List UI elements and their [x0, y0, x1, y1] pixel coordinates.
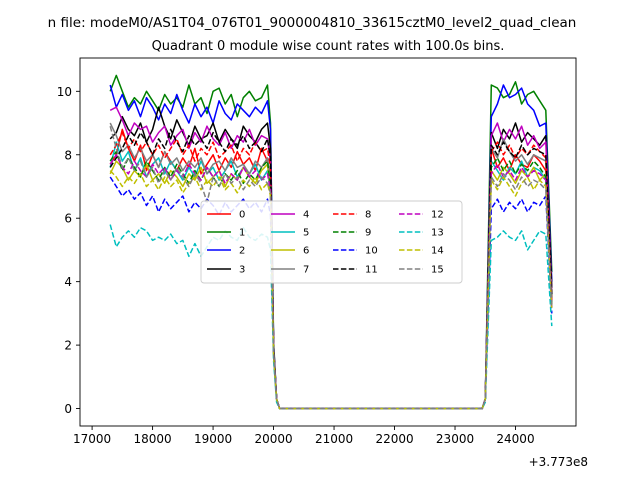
series-line-1	[109, 74, 553, 410]
x-axis-ticks: 17000 18000 19000 20000 21000 22000 23000 24000	[73, 426, 535, 446]
legend-label-3: 3	[239, 265, 245, 276]
x-tick-label: 18000	[133, 432, 171, 446]
legend-label-12: 12	[431, 210, 444, 221]
x-tick-label: 20000	[254, 432, 292, 446]
figure-suptitle: n file: modeM0/AS1T04_076T01_9000004810_…	[48, 15, 577, 31]
legend-frame	[200, 200, 463, 284]
x-tick-label: 21000	[315, 432, 353, 446]
legend-label-5: 5	[303, 228, 309, 239]
legend-label-2: 2	[239, 246, 245, 257]
legend-label-14: 14	[431, 246, 444, 257]
series-line-10	[109, 176, 553, 410]
series-line-4	[109, 106, 553, 410]
y-tick-label: 2	[64, 339, 72, 353]
y-tick-label: 4	[64, 275, 72, 289]
series-line-3	[109, 106, 553, 410]
x-tick-label: 22000	[375, 432, 413, 446]
legend-label-10: 10	[365, 246, 378, 257]
legend-label-15: 15	[431, 265, 444, 276]
legend-label-1: 1	[239, 228, 245, 239]
y-tick-label: 10	[57, 85, 72, 99]
series-line-15	[109, 126, 553, 410]
y-tick-label: 8	[64, 148, 72, 162]
series-line-12	[109, 154, 553, 410]
legend-label-13: 13	[431, 228, 444, 239]
y-tick-label: 6	[64, 212, 72, 226]
legend-label-4: 4	[303, 210, 309, 221]
chart-title: Quadrant 0 module wise count rates with …	[152, 39, 505, 54]
legend-label-11: 11	[365, 265, 378, 276]
y-axis-ticks: 0 2 4 6 8 10	[57, 85, 80, 416]
x-tick-label: 17000	[73, 432, 111, 446]
x-tick-label: 19000	[194, 432, 232, 446]
x-tick-label: 24000	[496, 432, 534, 446]
x-axis-offset-text: +3.773e8	[529, 455, 588, 469]
y-tick-label: 0	[64, 402, 72, 416]
legend-label-6: 6	[303, 246, 309, 257]
series-line-11	[109, 128, 553, 410]
legend-label-0: 0	[239, 210, 245, 221]
legend-label-8: 8	[365, 210, 371, 221]
series-line-2	[109, 84, 553, 410]
axes-frame	[79, 57, 577, 427]
legend-label-9: 9	[365, 228, 371, 239]
series-line-14	[109, 170, 553, 410]
legend-label-7: 7	[303, 265, 309, 276]
x-tick-label: 23000	[436, 432, 474, 446]
